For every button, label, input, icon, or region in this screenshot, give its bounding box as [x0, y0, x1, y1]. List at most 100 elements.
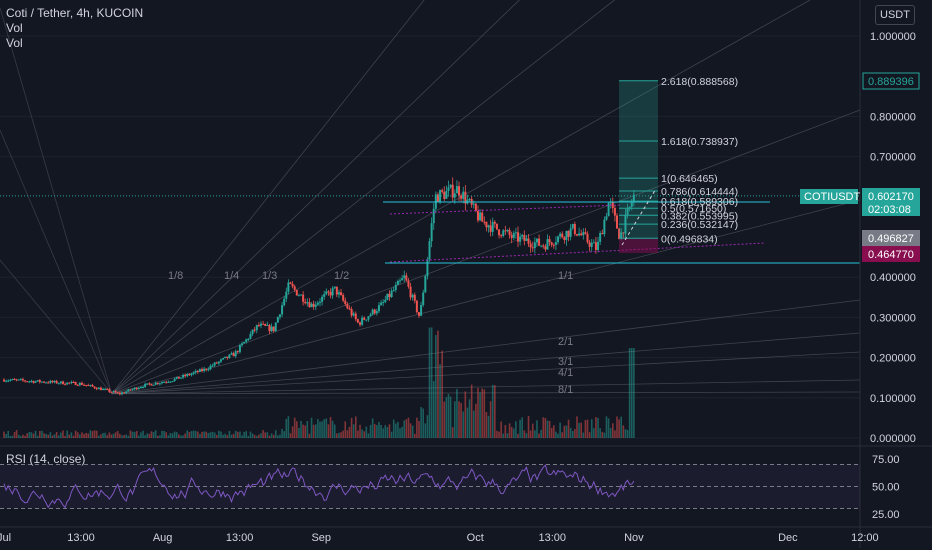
volume-bar: [534, 430, 536, 438]
candle-body: [380, 302, 383, 306]
volume-bar: [281, 428, 283, 438]
volume-bar: [536, 420, 538, 438]
candle-body: [588, 242, 591, 247]
candle-body: [198, 369, 201, 372]
volume-bar: [270, 433, 273, 438]
volume-bar: [159, 435, 161, 438]
candle-body: [154, 382, 157, 385]
volume-bar: [630, 348, 633, 438]
candle-body: [26, 381, 29, 383]
volume-indicator-label-2[interactable]: Vol: [6, 36, 23, 50]
volume-bar: [287, 416, 290, 438]
candle-body: [592, 242, 595, 244]
candle-body: [47, 382, 50, 384]
volume-bar: [264, 432, 267, 438]
rsi-axis-label: 75.00: [872, 454, 900, 466]
candle-body: [163, 381, 166, 383]
gann-fan-line: [111, 332, 861, 395]
volume-bar: [296, 421, 298, 438]
candle-body: [554, 242, 557, 245]
gann-fan-line: [0, 129, 113, 394]
volume-bar: [460, 402, 462, 438]
candle-body: [441, 190, 444, 192]
time-axis-label: Aug: [153, 532, 173, 544]
volume-bar: [517, 433, 519, 438]
candle-body: [106, 388, 109, 390]
symbol-title[interactable]: Coti / Tether, 4h, KUCOIN: [6, 6, 144, 20]
volume-bar: [97, 435, 100, 438]
volume-bar: [285, 418, 288, 438]
candle-body: [455, 186, 458, 194]
channel-line: [389, 204, 621, 215]
candle-body: [464, 191, 467, 204]
volume-bar: [47, 434, 50, 438]
candle-body: [361, 317, 364, 325]
volume-bar: [611, 423, 614, 438]
candle-body: [504, 230, 507, 232]
volume-indicator-label[interactable]: Vol: [6, 21, 23, 35]
gann-fan-line: [111, 299, 861, 395]
volume-bar: [178, 434, 180, 438]
volume-bar: [129, 430, 132, 438]
gann-fan-line: [0, 7, 113, 394]
volume-bar: [234, 430, 237, 438]
volume-bar: [354, 416, 357, 438]
candle-body: [335, 286, 338, 295]
volume-bar: [494, 385, 496, 438]
candle-body: [281, 305, 284, 315]
candle-body: [333, 286, 336, 289]
price-axis-label: 0.100000: [870, 393, 916, 405]
fib-target-tag-bg: [862, 72, 920, 90]
candle-body: [167, 381, 170, 383]
candle-body: [89, 384, 92, 386]
volume-bar: [112, 433, 115, 438]
candle-body: [394, 284, 397, 290]
candle-body: [550, 242, 553, 245]
candle-body: [310, 303, 313, 308]
fib-level-label: 0.382(0.553995): [661, 210, 738, 222]
candle-body: [28, 381, 31, 383]
volume-bar: [55, 432, 58, 438]
volume-bar: [156, 435, 159, 438]
rsi-indicator-label[interactable]: RSI (14, close): [6, 452, 86, 466]
candle-body: [249, 333, 252, 339]
grey-price-tag-bg: [862, 230, 920, 246]
gann-fan-line: [111, 379, 861, 395]
candle-body: [40, 381, 43, 383]
channel-line: [389, 242, 766, 263]
candle-body: [552, 244, 555, 246]
volume-bar: [571, 430, 574, 438]
volume-bar: [81, 432, 83, 438]
candle-body: [234, 351, 237, 357]
candle-body: [83, 384, 86, 386]
candle-body: [55, 380, 58, 384]
volume-bar: [605, 416, 608, 438]
volume-bar: [209, 432, 212, 438]
candle-body: [203, 368, 206, 372]
volume-bar: [369, 424, 372, 438]
volume-bar: [456, 388, 458, 438]
candle-body: [525, 238, 528, 241]
candle-body: [110, 391, 113, 393]
volume-bar: [127, 435, 130, 438]
candle-body: [365, 319, 368, 321]
candle-body: [169, 381, 172, 383]
candle-body: [523, 234, 526, 241]
candle-body: [224, 356, 227, 359]
grey-price-tag: 0.496827: [862, 230, 920, 246]
volume-bar: [590, 419, 593, 438]
candle-body: [329, 292, 332, 296]
gann-fan-label: 1/4: [224, 270, 239, 282]
volume-bar: [43, 433, 45, 438]
price-axis-label: 1.000000: [870, 31, 916, 43]
volume-bar: [449, 396, 452, 438]
candle-body: [548, 239, 551, 243]
volume-bar: [487, 415, 490, 438]
fib-target-tag: 0.889396: [862, 72, 920, 90]
candle-body: [57, 383, 60, 385]
currency-button[interactable]: USDT: [875, 5, 915, 25]
volume-bars: [3, 327, 635, 438]
candle-body: [289, 282, 292, 284]
candle-body: [546, 239, 549, 250]
